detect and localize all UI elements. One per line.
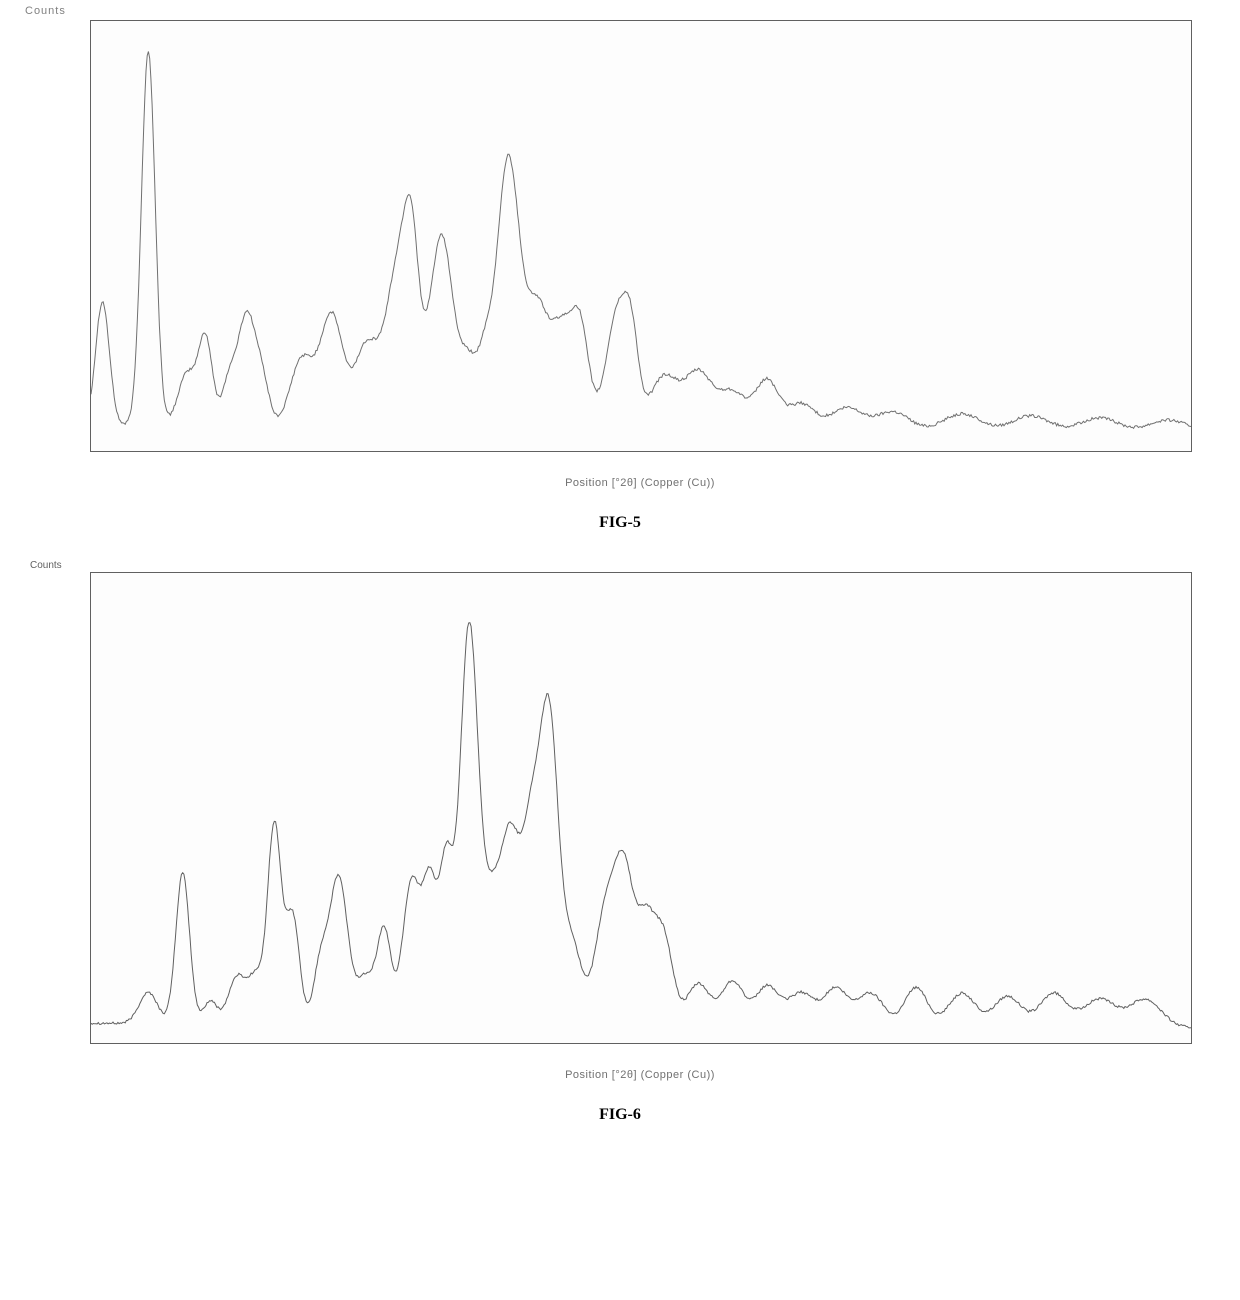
fig5-y-axis-label: Counts xyxy=(25,5,66,17)
fig6-x-axis-label: Position [°2θ] (Copper (Cu)) xyxy=(90,1069,1190,1081)
spectrum-line xyxy=(91,573,1191,1043)
figure-6-chart-wrapper: Counts 05000100001500010203040 Position … xyxy=(90,572,1190,1081)
fig6-y-axis-label: Counts xyxy=(30,560,62,571)
fig6-caption: FIG-6 xyxy=(20,1106,1220,1124)
fig5-caption: FIG-5 xyxy=(20,514,1220,532)
figure-5-chart-wrapper: Counts 050001000010203040 Position [°2θ]… xyxy=(90,20,1190,489)
figure-5-container: Counts 050001000010203040 Position [°2θ]… xyxy=(20,20,1220,532)
figure-6-container: Counts 05000100001500010203040 Position … xyxy=(20,572,1220,1124)
spectrum-line xyxy=(91,21,1191,451)
fig6-plot-area: 05000100001500010203040 xyxy=(90,572,1192,1044)
fig5-plot-area: 050001000010203040 xyxy=(90,20,1192,452)
fig5-x-axis-label: Position [°2θ] (Copper (Cu)) xyxy=(90,477,1190,489)
